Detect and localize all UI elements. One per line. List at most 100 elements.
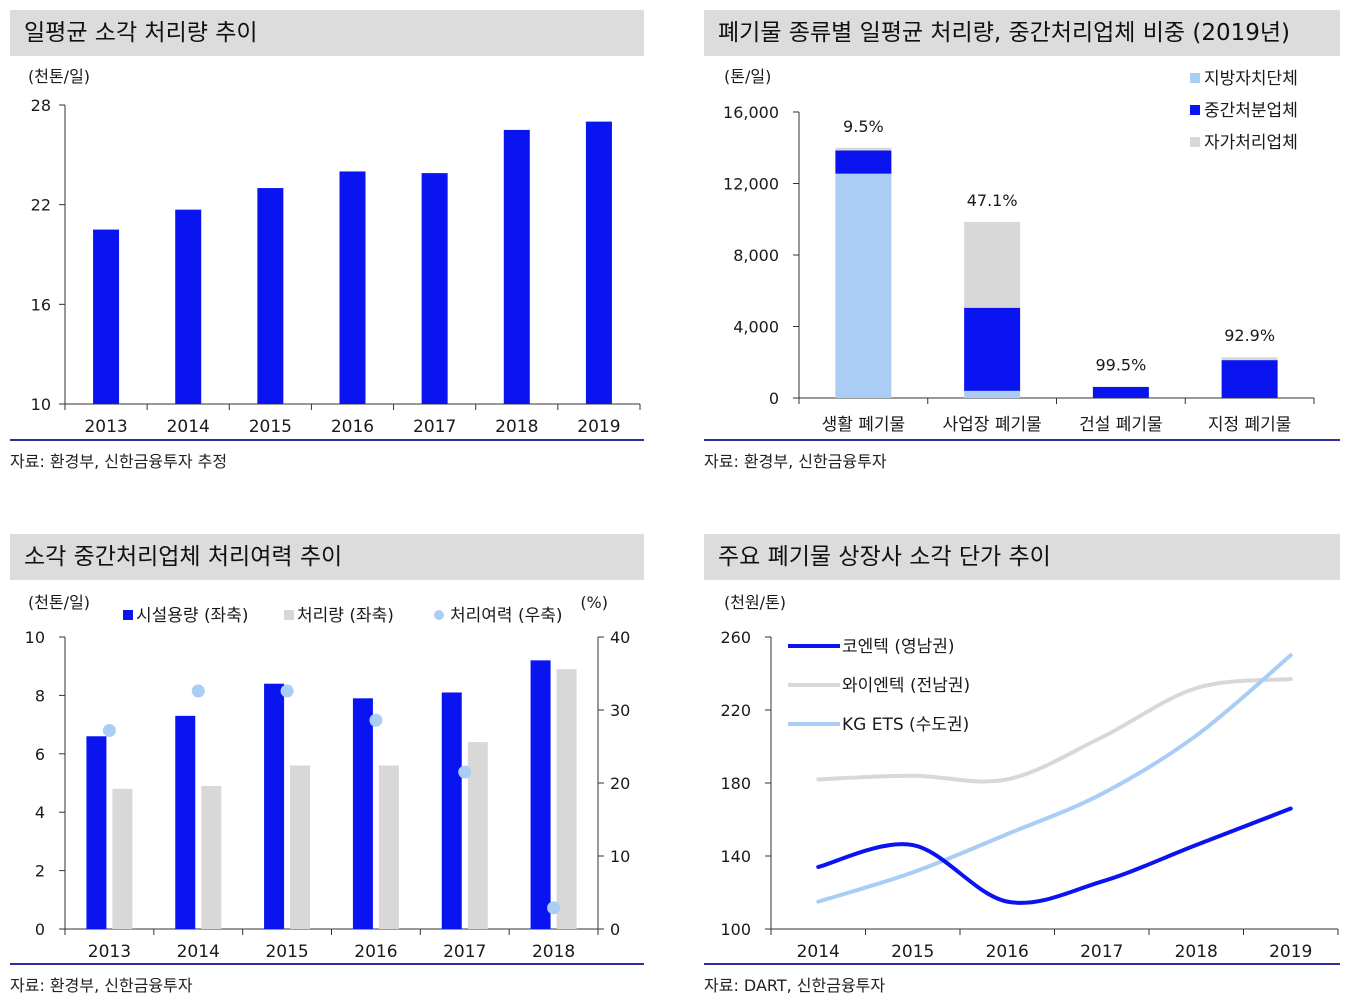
legend-label: 코엔텍 (영남권) — [842, 637, 955, 657]
point-margin — [458, 765, 472, 779]
y-tick-label: 4 — [35, 803, 45, 822]
x-tick-label: 2017 — [413, 417, 456, 437]
panel-title: 주요 폐기물 상장사 소각 단가 추이 — [704, 534, 1340, 580]
bar — [503, 129, 530, 404]
y-tick-label: 140 — [720, 847, 751, 866]
legend-label: 자가처리업체 — [1204, 133, 1298, 153]
waste-type-chart: (톤/일) 0 4,000 8,000 12,000 16,000 9.5% 생활 폐기물 47… — [723, 67, 1315, 435]
x-tick-label: 2019 — [1269, 942, 1312, 962]
data-label: 47.1% — [967, 191, 1018, 210]
legend-label: 시설용량 (좌축) — [136, 606, 249, 626]
y-tick-label: 16,000 — [723, 103, 779, 122]
panel-waste-type: 폐기물 종류별 일평균 처리량, 중간처리업체 비중 (2019년) (톤/일)… — [704, 10, 1340, 480]
x-tick-label: 2015 — [249, 417, 292, 437]
panel-title: 소각 중간처리업체 처리여력 추이 — [10, 534, 644, 580]
legend-label: 지방자치단체 — [1204, 69, 1298, 89]
panel-unit-price: 주요 폐기물 상장사 소각 단가 추이 (천원/톤) 100 140 180 220 26… — [704, 534, 1340, 1000]
bar-throughput — [201, 785, 222, 929]
y-tick-label: 6 — [35, 745, 45, 764]
bar-capacity — [441, 692, 462, 929]
legend-swatch — [1190, 137, 1200, 147]
source-note: 자료: DART, 신한금융투자 — [704, 976, 886, 995]
panel-title: 일평균 소각 처리량 추이 — [10, 10, 644, 56]
x-tick-label: 2015 — [891, 942, 934, 962]
bar-segment — [964, 307, 1021, 391]
bar-capacity — [530, 660, 551, 929]
point-margin — [280, 684, 294, 698]
bar-segment — [964, 221, 1021, 308]
legend-label: 중간처분업체 — [1204, 101, 1298, 121]
y-tick-label: 28 — [31, 96, 51, 115]
y2-tick-label: 10 — [610, 847, 630, 866]
source-note: 자료: 환경부, 신한금융투자 추정 — [10, 452, 228, 471]
x-tick-label: 2014 — [797, 942, 840, 962]
x-tick-label: 2015 — [265, 942, 308, 962]
unit-price-chart: (천원/톤) 100 140 180 220 260 2014 2015 2016 2017 201… — [720, 593, 1339, 962]
source-rule — [704, 963, 1340, 965]
x-tick-label: 2018 — [495, 417, 538, 437]
point-margin — [102, 723, 116, 737]
data-label: 9.5% — [843, 117, 884, 136]
y-axis-unit: (천톤/일) — [28, 593, 90, 612]
y-tick-label: 180 — [720, 774, 751, 793]
x-tick-label: 지정 폐기물 — [1208, 415, 1292, 435]
x-tick-label: 2013 — [84, 417, 127, 437]
legend-swatch — [123, 610, 133, 620]
bar-capacity — [86, 736, 107, 929]
source-note: 자료: 환경부, 신한금융투자 — [704, 452, 887, 471]
data-label: 92.9% — [1224, 326, 1275, 345]
panel-title: 폐기물 종류별 일평균 처리량, 중간처리업체 비중 (2019년) — [704, 10, 1340, 56]
y-axis-unit: (톤/일) — [724, 67, 771, 86]
y2-tick-label: 20 — [610, 774, 630, 793]
bar-segment — [835, 173, 892, 398]
legend-label: 처리량 (좌축) — [297, 606, 394, 626]
x-tick-label: 2017 — [443, 942, 486, 962]
source-rule — [10, 963, 644, 965]
y-tick-label: 8,000 — [733, 246, 779, 265]
x-tick-label: 사업장 폐기물 — [943, 415, 1042, 435]
x-tick-label: 2014 — [167, 417, 210, 437]
x-tick-label: 2016 — [331, 417, 374, 437]
panel-daily-incineration: 일평균 소각 처리량 추이 (천톤/일) 10 16 22 28 2013 2014 2015… — [10, 10, 644, 480]
y-tick-label: 0 — [35, 920, 45, 939]
bar-segment — [1092, 386, 1149, 398]
x-tick-label: 2016 — [986, 942, 1029, 962]
y-tick-label: 10 — [25, 628, 45, 647]
bar-segment — [1221, 360, 1278, 398]
daily-incineration-chart: (천톤/일) 10 16 22 28 2013 2014 2015 2016 2017 2018 20… — [28, 67, 641, 437]
y-tick-label: 100 — [720, 920, 751, 939]
series-line — [816, 676, 1293, 784]
y2-tick-label: 0 — [610, 920, 620, 939]
panel-capacity: 소각 중간처리업체 처리여력 추이 (천톤/일) (%) 0 2 4 6 8 10 0 10 20 3… — [10, 534, 644, 1000]
y-axis-unit: (천톤/일) — [28, 67, 90, 86]
bar-capacity — [175, 715, 196, 929]
data-label: 99.5% — [1095, 356, 1146, 375]
source-rule — [704, 439, 1340, 441]
legend-label: 와이엔텍 (전남권) — [842, 676, 970, 696]
y2-axis-unit: (%) — [580, 593, 608, 612]
bar-segment — [1221, 357, 1278, 361]
x-tick-label: 건설 폐기물 — [1079, 415, 1163, 435]
y-tick-label: 22 — [31, 196, 51, 215]
bar — [421, 173, 448, 404]
source-rule — [10, 439, 644, 441]
x-tick-label: 2014 — [177, 942, 220, 962]
y2-tick-label: 40 — [610, 628, 630, 647]
bar-throughput — [112, 788, 133, 929]
x-tick-label: 2019 — [577, 417, 620, 437]
y-tick-label: 16 — [31, 295, 51, 314]
legend-label: 처리여력 (우축) — [450, 606, 563, 626]
bar — [339, 171, 366, 404]
y-tick-label: 2 — [35, 862, 45, 881]
bar-segment — [835, 150, 892, 174]
bar-throughput — [290, 765, 311, 929]
legend-swatch — [434, 610, 444, 620]
legend-swatch — [1190, 73, 1200, 83]
bar — [257, 188, 284, 404]
legend-swatch — [1190, 105, 1200, 115]
bar — [585, 121, 612, 404]
y-tick-label: 260 — [720, 628, 751, 647]
bar-throughput — [556, 669, 577, 929]
x-tick-label: 생활 폐기물 — [822, 415, 906, 435]
bar-segment — [835, 147, 892, 151]
